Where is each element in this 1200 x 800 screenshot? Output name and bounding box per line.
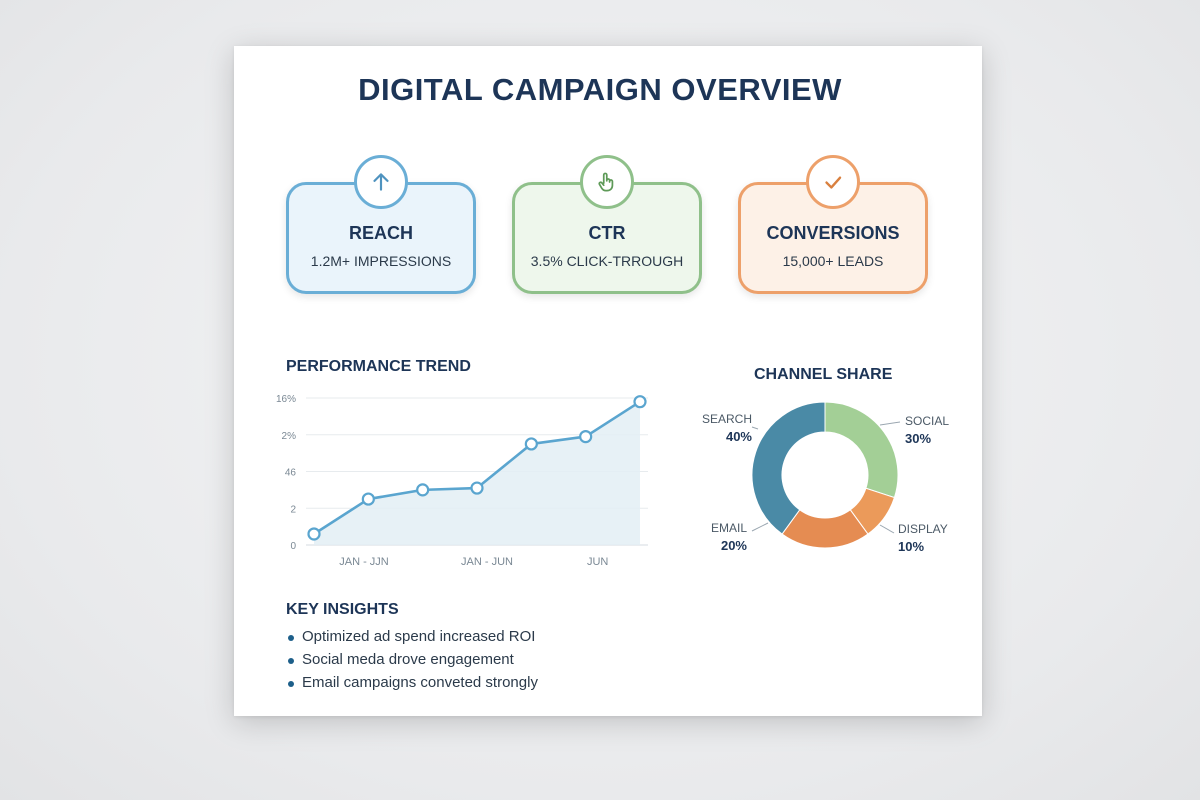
- y-tick-label: 2%: [282, 431, 297, 442]
- slice-value-label: 20%: [721, 538, 747, 553]
- leader-line: [879, 524, 895, 534]
- insight-item: Optimized ad spend increased ROI: [286, 626, 538, 648]
- kpi-label: REACH: [348, 223, 413, 243]
- kpi-label: CTR: [588, 223, 626, 243]
- slice-value-label: 10%: [898, 539, 924, 554]
- kpi-card-reach: REACH 1.2M+ IMPRESSIONS: [286, 155, 476, 294]
- pie-slice-search: [751, 401, 826, 535]
- channel-share-title: CHANNEL SHARE: [754, 366, 893, 383]
- y-tick-label: 46: [285, 468, 297, 479]
- slice-label: SEARCH: [702, 412, 752, 426]
- y-tick-label: 2: [290, 504, 296, 515]
- kpi-card-ctr: CTR 3.5% CLICK-TRROUGH: [512, 155, 702, 294]
- data-point: [470, 481, 484, 495]
- y-tick-label: 16%: [276, 394, 296, 405]
- slice-value-label: 30%: [905, 431, 931, 446]
- arrow-up-icon: [354, 155, 408, 209]
- x-tick-label: JAN - JJN: [339, 556, 389, 568]
- kpi-label: CONVERSIONS: [766, 223, 900, 243]
- data-point: [416, 483, 430, 497]
- performance-trend-chart: 0 2 46 2% 16% JAN - JJN JAN - JUN JUN: [276, 394, 648, 568]
- kpi-value: 15,000+ LEADS: [782, 253, 884, 269]
- page-title: DIGITAL CAMPAIGN OVERVIEW: [358, 72, 842, 107]
- key-insights-title: KEY INSIGHTS: [286, 601, 399, 618]
- pie-slice-social: [824, 401, 899, 499]
- insight-item: Social meda drove engagement: [286, 649, 538, 671]
- leader-line: [879, 421, 901, 426]
- leader-line: [751, 522, 769, 532]
- slice-label: EMAIL: [711, 521, 747, 535]
- leader-line: [751, 426, 759, 430]
- slice-label: DISPLAY: [898, 522, 948, 536]
- kpi-value: 3.5% CLICK-TRROUGH: [530, 253, 684, 269]
- slice-value-label: 40%: [726, 429, 752, 444]
- key-insights-list: Optimized ad spend increased ROI Social …: [286, 626, 538, 695]
- data-point: [361, 492, 375, 506]
- data-point: [579, 429, 593, 444]
- channel-share-chart: SOCIAL 30% DISPLAY 10% EMAIL 20% SEARCH 40%: [702, 401, 949, 554]
- data-point: [633, 395, 647, 409]
- kpi-card-conversions: CONVERSIONS 15,000+ LEADS: [738, 155, 928, 294]
- performance-trend-title: PERFORMANCE TREND: [286, 358, 471, 375]
- data-point: [307, 527, 321, 541]
- area-fill: [314, 401, 640, 545]
- pointer-hand-icon: [580, 155, 634, 209]
- kpi-value: 1.2M+ IMPRESSIONS: [310, 253, 452, 269]
- data-point: [524, 437, 538, 451]
- x-tick-label: JUN: [587, 556, 608, 568]
- checkmark-icon: [806, 155, 860, 209]
- slice-label: SOCIAL: [905, 414, 949, 428]
- insight-item: Email campaigns conveted strongly: [286, 672, 538, 694]
- x-tick-label: JAN - JUN: [461, 556, 513, 568]
- y-tick-label: 0: [290, 541, 296, 552]
